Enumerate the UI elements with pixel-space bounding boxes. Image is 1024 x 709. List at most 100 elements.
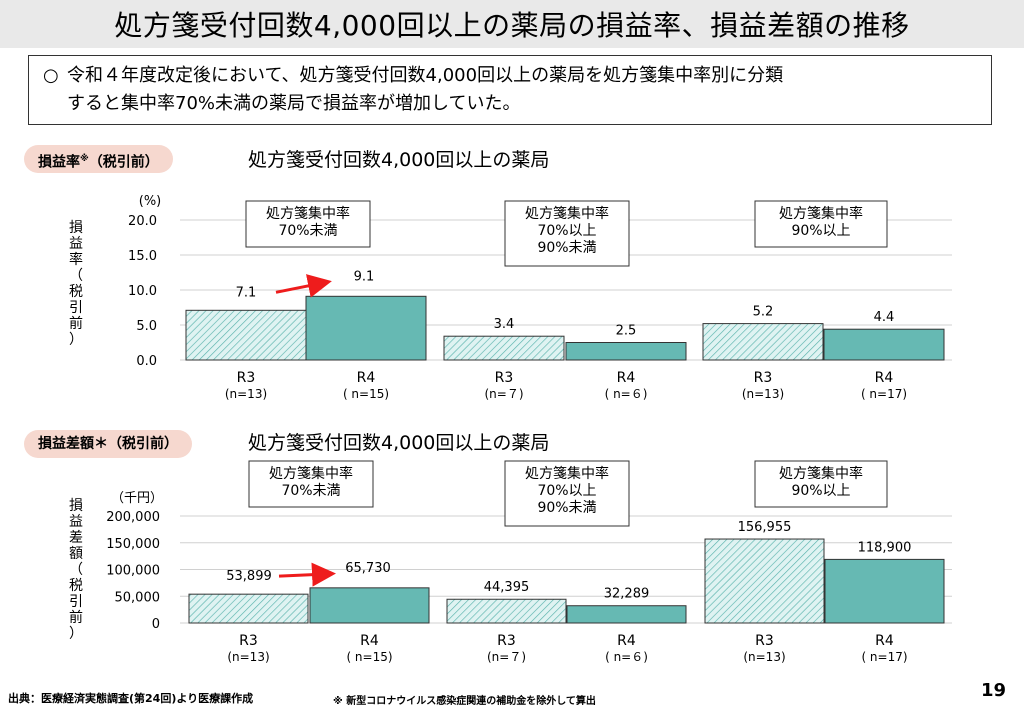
section-pill-profit-rate: 損益率※（税引前） — [24, 145, 173, 173]
rate-data-label: 9.1 — [354, 269, 375, 284]
rate-y-axis-label-char: 前 — [69, 315, 83, 332]
amount-x-category-label: R4 — [360, 633, 379, 649]
rate-y-axis-label-char: ） — [69, 332, 83, 348]
amount-y-tick-label: 50,000 — [115, 590, 161, 605]
rate-x-category-label: R4 — [875, 370, 894, 386]
amount-x-category-label: R3 — [755, 633, 774, 649]
source-note: 出典：医療経済実態調査(第24回)より医療課作成 — [8, 692, 254, 705]
rate-bar — [305, 295, 427, 361]
bullet-circle-icon: ○ — [43, 65, 59, 86]
summary-line-2: すると集中率70%未満の薬局で損益率が増加していた。 — [67, 93, 521, 114]
rate-data-label: 7.1 — [236, 285, 257, 300]
amount-group-label-box — [248, 460, 374, 508]
rate-x-category-label: R4 — [357, 370, 376, 386]
amount-data-label: 118,900 — [858, 540, 912, 555]
rate-trend-arrow — [275, 274, 332, 298]
rate-group-label-box — [245, 200, 371, 248]
rate-y-axis-label-char: 益 — [69, 236, 83, 252]
rate-y-tick-label: 0.0 — [136, 354, 157, 369]
amount-x-sample-size-label: (n=13) — [227, 650, 269, 664]
rate-y-tick-label: 20.0 — [128, 214, 157, 229]
amount-x-sample-size-label: ( n=15) — [346, 650, 392, 664]
amount-y-axis-label-char: ） — [69, 626, 83, 642]
rate-y-tick-label: 15.0 — [128, 249, 157, 264]
amount-x-sample-size-label: ( n=17) — [861, 650, 907, 664]
rate-y-tick-label: 10.0 — [128, 284, 157, 299]
rate-y-tick-label: 5.0 — [136, 319, 157, 334]
section-heading-top: 処方箋受付回数4,000回以上の薬局 — [248, 149, 550, 171]
amount-y-axis-label-char: 損 — [69, 498, 83, 514]
amount-group-label: 処方箋集中率 — [269, 465, 353, 482]
rate-y-axis-label-char: 引 — [69, 300, 83, 316]
amount-bar — [566, 605, 687, 624]
rate-y-axis-label-char: 率 — [69, 251, 83, 268]
summary-box: ○ 令和４年度改定後において、処方箋受付回数4,000回以上の薬局を処方箋集中率別… — [28, 55, 992, 125]
rate-group-label-box — [754, 200, 888, 248]
page-title: 処方箋受付回数4,000回以上の薬局の損益率、損益差額の推移 — [114, 9, 910, 42]
amount-y-axis-label-char: 前 — [69, 609, 83, 626]
rate-bar — [823, 328, 945, 361]
amount-bar — [188, 593, 309, 624]
rate-x-sample-size-label: ( n=17) — [861, 387, 907, 401]
amount-group-label: 処方箋集中率 — [779, 465, 863, 482]
rate-bar — [443, 335, 565, 361]
rate-x-sample-size-label: (n=13) — [225, 387, 267, 401]
rate-group-label: 処方箋集中率 — [525, 205, 609, 222]
amount-y-tick-label: 150,000 — [106, 537, 160, 552]
section-pill-profit-amount: 損益差額＊（税引前） — [24, 430, 192, 458]
rate-bar — [565, 342, 687, 361]
amount-bar — [824, 558, 945, 624]
amount-y-tick-label: 0 — [152, 617, 160, 632]
rate-x-sample-size-label: ( n=６) — [605, 387, 648, 401]
rate-group-label: 70%未満 — [278, 223, 337, 239]
amount-group-label: 70%未満 — [281, 483, 340, 499]
amount-x-sample-size-label: ( n=６) — [605, 650, 648, 664]
amount-group-label-box — [504, 460, 630, 527]
amount-y-tick-label: 100,000 — [106, 564, 160, 579]
amount-y-axis-label-char: 税 — [69, 578, 83, 594]
amount-bar — [446, 598, 567, 624]
rate-data-label: 5.2 — [753, 305, 774, 320]
rate-x-sample-size-label: ( n=15) — [343, 387, 389, 401]
amount-group-label: 90%以上 — [791, 483, 850, 499]
amount-x-category-label: R4 — [617, 633, 636, 649]
rate-data-label: 4.4 — [874, 310, 895, 325]
rate-group-label: 処方箋集中率 — [779, 205, 863, 222]
rate-y-axis-label-char: 損 — [69, 220, 83, 236]
amount-group-label: 処方箋集中率 — [525, 465, 609, 482]
amount-x-sample-size-label: (n=７) — [487, 650, 526, 664]
amount-x-category-label: R3 — [239, 633, 258, 649]
rate-y-axis-label-char: （ — [69, 268, 83, 284]
amount-x-category-label: R4 — [875, 633, 894, 649]
rate-data-label: 3.4 — [494, 317, 515, 332]
amount-x-sample-size-label: (n=13) — [743, 650, 785, 664]
rate-group-label: 90%未満 — [537, 240, 596, 256]
amount-data-label: 32,289 — [604, 587, 650, 602]
rate-bar — [702, 323, 824, 361]
amount-data-label: 156,955 — [738, 520, 792, 535]
footnote: ※ 新型コロナウイルス感染症関連の補助金を除外して算出 — [333, 696, 596, 707]
amount-bar — [704, 538, 825, 624]
rate-data-label: 2.5 — [616, 324, 637, 339]
amount-y-axis-label-char: 益 — [69, 514, 83, 530]
amount-bar — [309, 587, 430, 624]
rate-x-category-label: R3 — [495, 370, 514, 386]
rate-x-category-label: R4 — [617, 370, 636, 386]
amount-data-label: 65,730 — [345, 561, 391, 576]
rate-group-label-box — [504, 200, 630, 267]
amount-trend-arrow — [278, 562, 336, 587]
rate-y-axis-label-char: 税 — [69, 284, 83, 300]
amount-data-label: 44,395 — [484, 580, 530, 595]
amount-group-label: 70%以上 — [537, 483, 596, 499]
amount-data-label: 53,899 — [226, 569, 272, 584]
title-bar: 処方箋受付回数4,000回以上の薬局の損益率、損益差額の推移 — [0, 0, 1024, 48]
summary-line-1: ○ 令和４年度改定後において、処方箋受付回数4,000回以上の薬局を処方箋集中率別… — [43, 62, 979, 90]
rate-x-category-label: R3 — [754, 370, 773, 386]
amount-y-axis-label-char: 引 — [69, 594, 83, 610]
amount-group-label-box — [754, 460, 888, 508]
amount-y-axis-label-char: （ — [69, 562, 83, 578]
amount-y-tick-label: 200,000 — [106, 510, 160, 525]
rate-group-label: 処方箋集中率 — [266, 205, 350, 222]
page-number: 19 — [980, 680, 1006, 701]
